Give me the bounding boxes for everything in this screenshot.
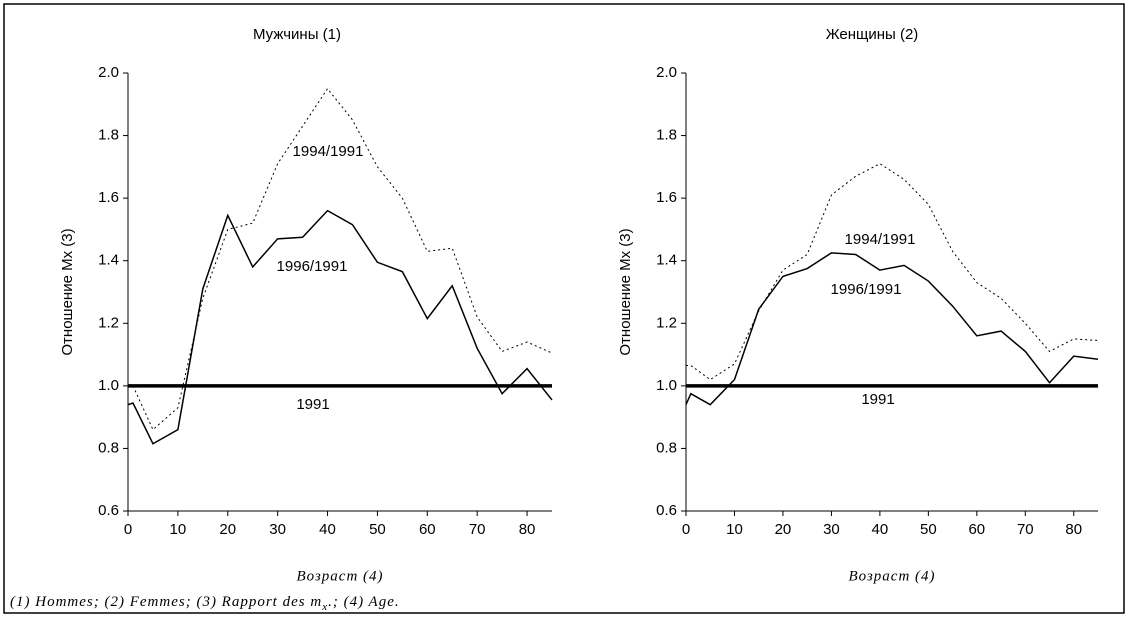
series-label: 1994/1991 <box>845 231 916 248</box>
y-axis-label: Отношение Mx (3) <box>617 228 634 355</box>
x-tick-label: 10 <box>170 521 187 538</box>
x-tick-label: 60 <box>968 521 985 538</box>
x-tick-label: 70 <box>1017 521 1034 538</box>
x-tick-label: 20 <box>219 521 236 538</box>
x-tick-label: 50 <box>369 521 386 538</box>
x-axis-label: Возраст (4) <box>296 568 383 584</box>
y-tick-label: 1.0 <box>656 377 677 394</box>
y-tick-label: 1.4 <box>656 252 677 269</box>
y-tick-label: 2.0 <box>98 64 119 81</box>
x-tick-label: 50 <box>920 521 937 538</box>
series-label: 1991 <box>861 391 894 408</box>
x-axis-label: Возраст (4) <box>848 568 935 584</box>
y-tick-label: 1.2 <box>98 314 119 331</box>
x-tick-label: 40 <box>319 521 336 538</box>
series-line <box>686 163 1099 381</box>
x-tick-label: 80 <box>519 521 536 538</box>
y-tick-label: 2.0 <box>656 64 677 81</box>
x-tick-label: 60 <box>419 521 436 538</box>
x-tick-label: 0 <box>124 521 132 538</box>
series-label: 1996/1991 <box>277 258 348 275</box>
x-tick-label: 70 <box>469 521 486 538</box>
series-line <box>128 87 553 431</box>
y-tick-label: 1.8 <box>656 127 677 144</box>
x-tick-label: 30 <box>823 521 840 538</box>
frame <box>3 3 1125 614</box>
series-label: 1996/1991 <box>831 281 902 298</box>
y-tick-label: 1.6 <box>656 189 677 206</box>
x-tick-label: 20 <box>775 521 792 538</box>
series-line <box>127 209 553 445</box>
footnote: (1) Hommes; (2) Femmes; (3) Rapport des … <box>10 594 400 612</box>
y-axis-label: Отношение Mx (3) <box>59 228 76 355</box>
series-label: 1994/1991 <box>293 143 364 160</box>
y-tick-label: 0.6 <box>656 502 677 519</box>
x-tick-label: 0 <box>682 521 690 538</box>
series-line <box>685 252 1099 406</box>
y-tick-label: 0.6 <box>98 502 119 519</box>
x-tick-label: 10 <box>726 521 743 538</box>
y-tick-label: 0.8 <box>656 439 677 456</box>
x-tick-label: 80 <box>1065 521 1082 538</box>
chart-title: Мужчины (1) <box>253 26 341 43</box>
y-tick-label: 1.0 <box>98 377 119 394</box>
y-tick-label: 0.8 <box>98 439 119 456</box>
y-tick-label: 1.6 <box>98 189 119 206</box>
x-tick-label: 30 <box>269 521 286 538</box>
chart-title: Женщины (2) <box>826 26 919 43</box>
series-label: 1991 <box>296 396 329 413</box>
x-tick-label: 40 <box>872 521 889 538</box>
y-tick-label: 1.2 <box>656 314 677 331</box>
y-tick-label: 1.4 <box>98 252 119 269</box>
y-tick-label: 1.8 <box>98 127 119 144</box>
